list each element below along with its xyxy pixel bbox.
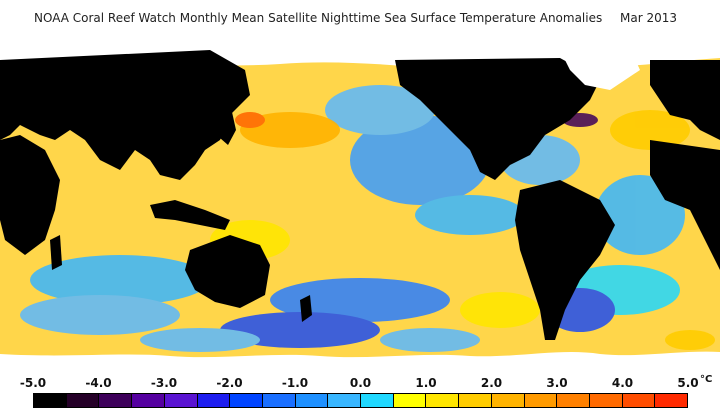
tick-label: -4.0: [85, 376, 112, 390]
landmass-madagascar: [50, 235, 62, 270]
colorbar-swatch: [132, 394, 165, 407]
negative-anomaly-patches: [20, 85, 685, 352]
tick-label: 2.0: [480, 376, 503, 390]
colorbar-swatch: [361, 394, 394, 407]
colorbar-swatch: [99, 394, 133, 407]
anomaly-patch: [610, 110, 690, 150]
title-text: NOAA Coral Reef Watch Monthly Mean Satel…: [34, 11, 603, 25]
landmass-eurasia: [0, 50, 250, 180]
landmass-australia: [185, 235, 270, 308]
antarctic-ice: [0, 351, 720, 371]
landmass-africa: [0, 135, 60, 255]
colorbar-swatch: [459, 394, 492, 407]
colorbar-swatch: [164, 394, 198, 407]
tick-label: -3.0: [150, 376, 178, 390]
tick-label: -2.0: [216, 376, 243, 390]
anomaly-patch: [380, 328, 480, 352]
colorbar-swatch: [557, 394, 590, 407]
anomaly-patch: [240, 112, 340, 148]
colorbar-swatch: [491, 394, 525, 407]
tick-label: -1.0: [281, 376, 309, 390]
landmass-europe-east: [650, 60, 720, 140]
colorbar-swatch: [524, 394, 558, 407]
anomaly-patch: [415, 195, 525, 235]
tick-label: 3.0: [546, 376, 568, 390]
colorbar-swatch: [262, 394, 296, 407]
landmass-greenland: [560, 48, 640, 90]
colorbar-swatch: [393, 394, 427, 407]
map-title: NOAA Coral Reef Watch Monthly Mean Satel…: [0, 11, 720, 27]
anomaly-patch: [140, 328, 260, 352]
unit-label: °C: [700, 374, 713, 385]
anomaly-patch: [235, 112, 265, 128]
anomaly-patch: [665, 330, 715, 350]
anomaly-patch: [270, 278, 450, 322]
tick-label: 5.0: [677, 376, 699, 390]
colorbar-swatch: [230, 394, 263, 407]
colorbar-swatch: [426, 394, 460, 407]
landmass-africa-east: [650, 140, 720, 270]
anomaly-patch: [350, 115, 490, 205]
land-masses: [0, 48, 720, 340]
colorbar: [33, 393, 688, 408]
tick-label: -5.0: [19, 376, 47, 390]
tick-label: 4.0: [611, 376, 634, 390]
landmass-indonesia: [150, 200, 230, 230]
anomaly-patch: [325, 85, 435, 135]
anomaly-patch: [20, 295, 180, 335]
date-label: Mar 2013: [620, 11, 677, 25]
colorbar-tick-labels: -5.0 -4.0 -3.0 -2.0 -1.0 0.0 1.0 2.0 3.0 4.0 5.0: [0, 376, 720, 392]
landmass-japan: [220, 112, 236, 145]
colorbar-swatch: [589, 394, 623, 407]
anomaly-patch: [30, 255, 210, 305]
colorbar-swatch: [34, 394, 67, 407]
colorbar-swatch: [328, 394, 362, 407]
anomaly-patch: [460, 292, 540, 328]
tick-label: 0.0: [349, 376, 372, 390]
colorbar-swatch: [66, 394, 100, 407]
anomaly-patch: [220, 312, 380, 348]
landmass-new-zealand: [300, 295, 312, 322]
colorbar-swatch: [295, 394, 329, 407]
landmass-south-america: [515, 180, 615, 340]
landmass-north-america: [395, 58, 600, 180]
colorbar-swatch: [197, 394, 231, 407]
sst-anomaly-map: [0, 40, 720, 371]
colorbar-swatch: [622, 394, 656, 407]
tick-label: 1.0: [415, 376, 437, 390]
colorbar-swatch: [655, 394, 688, 407]
